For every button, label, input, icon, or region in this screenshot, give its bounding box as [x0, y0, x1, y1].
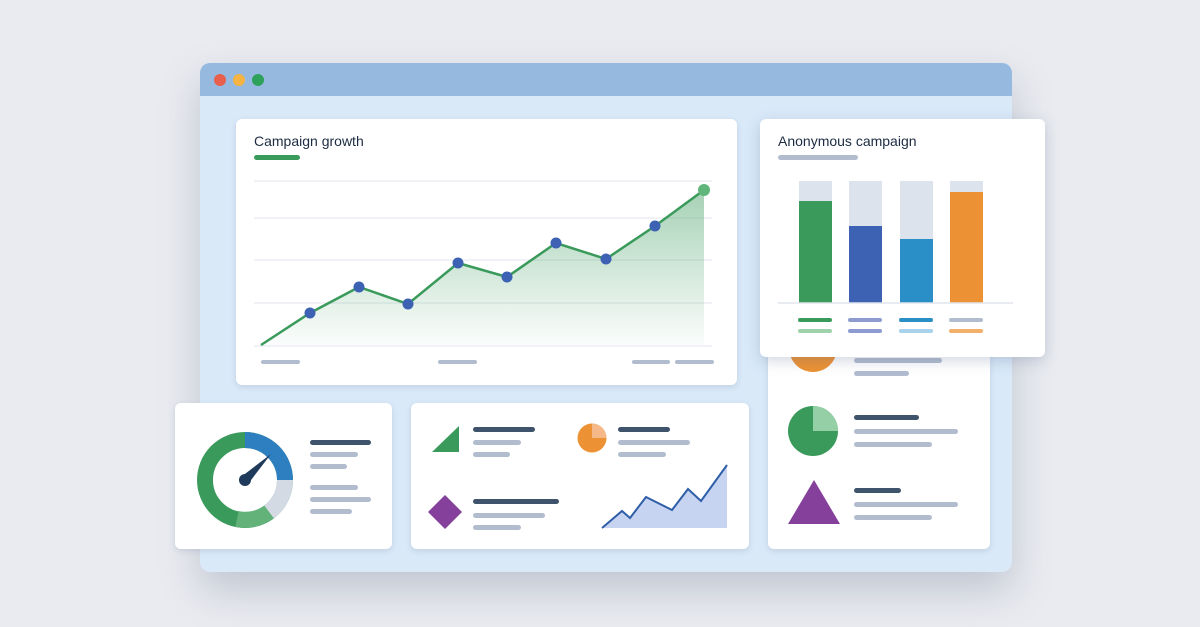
placeholder-line	[854, 415, 919, 420]
close-window-button[interactable]	[214, 74, 226, 86]
card-title: Anonymous campaign	[778, 133, 917, 149]
placeholder-line	[310, 440, 371, 445]
placeholder-line	[854, 429, 958, 434]
green-triangle-icon	[432, 426, 459, 452]
title-accent-bar	[254, 155, 300, 160]
green-pie-icon	[788, 406, 838, 456]
card-title: Campaign growth	[254, 133, 364, 149]
placeholder-line	[310, 452, 358, 457]
placeholder-line	[618, 427, 670, 432]
placeholder-line	[473, 440, 521, 445]
anonymous-campaign-card: Anonymous campaign	[760, 119, 1045, 357]
placeholder-line	[473, 525, 521, 530]
bar-chart	[778, 181, 1013, 333]
placeholder-line	[618, 452, 666, 457]
placeholder-line	[310, 509, 352, 514]
placeholder-line	[854, 502, 958, 507]
placeholder-line	[473, 452, 510, 457]
gauge-chart	[197, 432, 293, 528]
placeholder-line	[310, 497, 371, 502]
placeholder-line	[618, 440, 690, 445]
purple-diamond-icon	[428, 495, 462, 529]
placeholder-line	[854, 515, 932, 520]
shape-list-card	[768, 324, 990, 549]
placeholder-line	[854, 442, 932, 447]
mini-area-chart	[601, 464, 728, 529]
placeholder-line	[473, 499, 559, 504]
title-bar	[200, 63, 1012, 96]
campaign-growth-card: Campaign growth	[236, 119, 737, 385]
minimize-window-button[interactable]	[233, 74, 245, 86]
placeholder-line	[310, 464, 347, 469]
placeholder-line	[854, 371, 909, 376]
maximize-window-button[interactable]	[252, 74, 264, 86]
purple-triangle-icon	[788, 480, 840, 524]
placeholder-line	[473, 427, 535, 432]
metrics-card	[411, 403, 749, 549]
subtitle-placeholder	[778, 155, 858, 160]
line-chart	[254, 180, 714, 364]
placeholder-line	[854, 488, 901, 493]
placeholder-line	[473, 513, 545, 518]
orange-pie-icon	[577, 423, 607, 453]
placeholder-line	[854, 358, 942, 363]
placeholder-line	[310, 485, 358, 490]
gauge-card	[175, 403, 392, 549]
